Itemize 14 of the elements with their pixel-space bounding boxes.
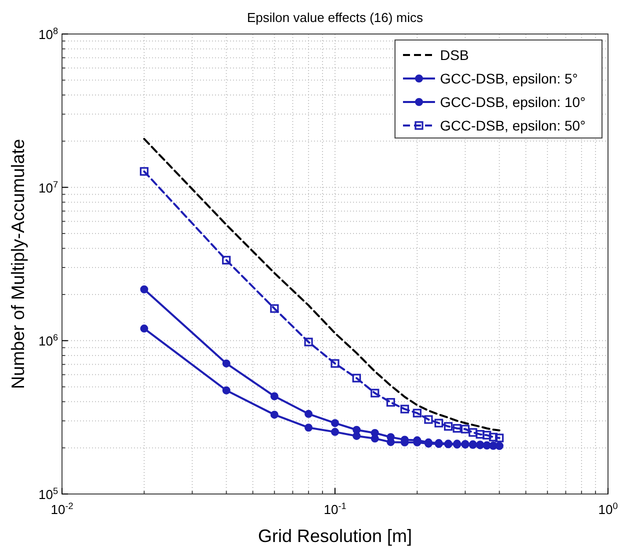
x-tick-label: 10$^{-1}$ — [324, 501, 346, 517]
y-tick-label: 10$^{5}$ — [38, 486, 58, 502]
legend-label: GCC-DSB, epsilon: 5° — [440, 70, 578, 86]
x-tick-label: 10$^{-2}$ — [50, 501, 74, 517]
y-tick-label: 10$^{8}$ — [38, 26, 58, 42]
y-axis-title: Number of Multiply-Accumulate — [8, 138, 28, 390]
legend-label: GCC-DSB, epsilon: 50° — [440, 118, 586, 134]
y-tick-label: 10$^{7}$ — [38, 179, 58, 196]
legend-label: DSB — [440, 47, 469, 63]
legend-label: GCC-DSB, epsilon: 10° — [440, 94, 586, 110]
chart-title: Epsilon value effects (16) mics — [246, 10, 424, 25]
x-tick-label: 10$^{0}$ — [598, 501, 618, 517]
y-tick-label: 10$^{6}$ — [38, 332, 58, 349]
x-axis-title: Grid Resolution [m] — [258, 526, 412, 546]
